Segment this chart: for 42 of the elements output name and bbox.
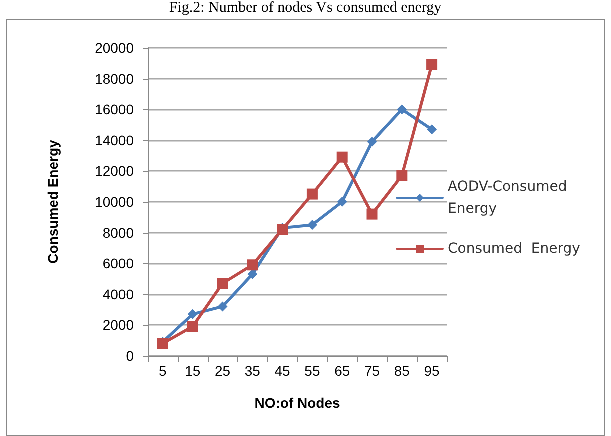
y-tick-label: 0 — [126, 348, 134, 364]
legend-label: Consumed Energy — [448, 241, 580, 257]
x-axis-title: NO:of Nodes — [254, 395, 340, 411]
point — [366, 208, 378, 220]
point — [397, 104, 408, 115]
x-tick-label: 5 — [159, 363, 168, 379]
y-tick-label: 18000 — [95, 70, 134, 87]
point — [248, 269, 258, 280]
y-tick-label: 10000 — [95, 194, 134, 210]
legend-label: AODV-Consumed Energy — [448, 179, 572, 217]
x-tick-label: 35 — [244, 363, 261, 379]
point — [426, 59, 438, 70]
x-tick-label: 25 — [214, 363, 231, 379]
x-tick-label: 75 — [364, 363, 380, 379]
y-tick-label: 6000 — [102, 256, 134, 272]
chart-title: Fig.2: Number of nodes Vs consumed energy — [168, 0, 443, 17]
point — [367, 136, 378, 147]
y-tick-label: 2000 — [102, 317, 134, 334]
point — [218, 302, 228, 312]
point — [217, 278, 228, 290]
y-tick-label: 14000 — [95, 132, 134, 148]
point — [188, 309, 198, 320]
point — [307, 220, 318, 230]
x-tick-label: 95 — [424, 363, 440, 379]
y-tick-label: 16000 — [95, 102, 134, 118]
point — [396, 170, 408, 182]
point — [187, 321, 198, 332]
point — [427, 124, 438, 135]
y-axis-title: Consumed Energy — [45, 140, 61, 264]
y-tick-label: 4000 — [102, 286, 134, 302]
x-tick-label: 65 — [334, 363, 350, 379]
y-tick-label: 8000 — [102, 224, 134, 241]
x-tick-label: 85 — [394, 363, 410, 379]
point — [306, 188, 318, 200]
x-tick-label: 15 — [185, 363, 201, 379]
y-tick-label: 20000 — [95, 40, 134, 56]
x-tick-label: 45 — [274, 363, 291, 379]
x-tick-label: 55 — [304, 363, 320, 379]
point — [247, 260, 258, 271]
point — [337, 197, 348, 207]
point — [336, 152, 348, 163]
y-tick-label: 12000 — [95, 163, 134, 180]
